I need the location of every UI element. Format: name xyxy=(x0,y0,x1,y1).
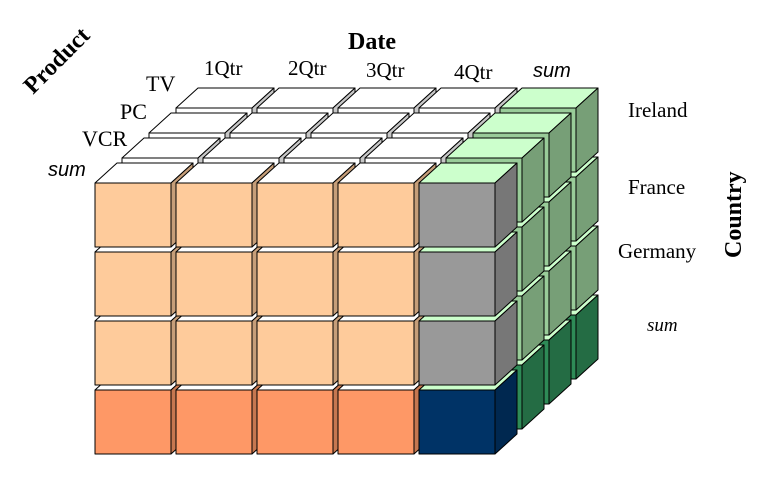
cube-l0-c3-r2-front xyxy=(337,320,415,386)
cube-l0-c1-r0-front xyxy=(175,182,253,248)
cube-l0-c1-r2-front xyxy=(175,320,253,386)
cube-l0-c1-r1-front xyxy=(175,251,253,317)
cube-l0-c0-r0-front xyxy=(94,182,172,248)
date-label-1qtr: 1Qtr xyxy=(204,56,243,80)
country-label-germany: Germany xyxy=(618,239,697,263)
date-label-sum: sum xyxy=(533,60,571,82)
cube-l0-c0-r3-front xyxy=(94,389,172,455)
cube-l0-c2-r1-front xyxy=(256,251,334,317)
cube-l0-c4-r0-front xyxy=(418,182,496,248)
cube-l0-c2-r2-front xyxy=(256,320,334,386)
cube-l0-c0-r2-front xyxy=(94,320,172,386)
date-label-3qtr: 3Qtr xyxy=(366,58,405,82)
cube-l0-c3-r0-front xyxy=(337,182,415,248)
cube-l0-c3-r1-front xyxy=(337,251,415,317)
product-label-sum: sum xyxy=(48,159,86,181)
cube-l0-c4-r2-front xyxy=(418,320,496,386)
cube-l0-c2-r3-front xyxy=(256,389,334,455)
cube-l0-c1-r3-front xyxy=(175,389,253,455)
cube-l0-c4-r1-front xyxy=(418,251,496,317)
product-label-pc: PC xyxy=(120,99,147,124)
country-label-france: France xyxy=(628,175,686,199)
country-axis-title: Country xyxy=(721,171,747,258)
product-label-vcr: VCR xyxy=(82,126,128,151)
date-label-2qtr: 2Qtr xyxy=(288,56,327,80)
cube-l0-c4-r3-front xyxy=(418,389,496,455)
cube-l0-c0-r1-front xyxy=(94,251,172,317)
date-label-4qtr: 4Qtr xyxy=(454,60,493,84)
product-label-tv: TV xyxy=(146,71,176,96)
cube-l0-c3-r3-front xyxy=(337,389,415,455)
cube-l0-c2-r0-front xyxy=(256,182,334,248)
date-axis-title: Date xyxy=(348,29,396,55)
country-label-ireland: Ireland xyxy=(628,98,688,122)
country-label-sum: sum xyxy=(647,315,678,336)
